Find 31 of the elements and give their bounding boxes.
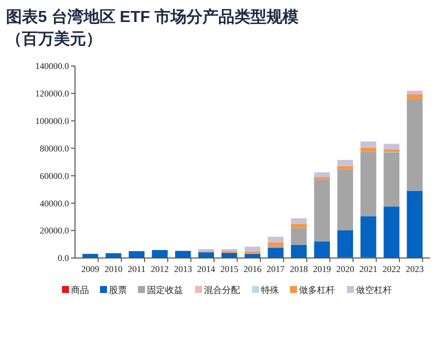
legend-label: 混合分配 xyxy=(204,285,240,295)
y-tick-label: 60000.0 xyxy=(40,170,70,181)
x-tick-label: 2019 xyxy=(313,264,332,274)
y-tick-label: 0.0 xyxy=(58,253,70,264)
x-tick-label: 2015 xyxy=(220,264,239,274)
x-tick-label: 2010 xyxy=(104,264,123,274)
x-tick-label: 2016 xyxy=(244,264,262,274)
legend-label: 做多杠杆 xyxy=(299,285,335,295)
legend-label: 股票 xyxy=(109,285,127,295)
chart-title: 图表5 台湾地区 ETF 市场分产品类型规模（百万美元） xyxy=(6,7,298,48)
legend-label: 商品 xyxy=(71,285,89,295)
y-tick-label: 140000.0 xyxy=(35,61,70,72)
y-tick-label: 80000.0 xyxy=(40,143,70,154)
x-tick-label: 2011 xyxy=(128,264,146,274)
x-tick-label: 2017 xyxy=(266,264,286,274)
y-tick-label: 20000.0 xyxy=(40,226,70,236)
x-tick-label: 2021 xyxy=(359,264,378,274)
legend-label: 做空杠杆 xyxy=(356,285,392,295)
legend-label: 固定收益 xyxy=(147,285,183,295)
x-tick-label: 2014 xyxy=(197,264,216,274)
y-tick-label: 40000.0 xyxy=(40,198,70,208)
x-tick-label: 2012 xyxy=(150,264,169,274)
x-tick-label: 2020 xyxy=(336,264,355,274)
x-tick-label: 2009 xyxy=(81,264,100,274)
y-tick-label: 120000.0 xyxy=(35,88,70,99)
legend-label: 特殊 xyxy=(261,285,279,295)
x-tick-label: 2023 xyxy=(406,264,424,274)
y-tick-label: 100000.0 xyxy=(35,116,70,126)
x-tick-label: 2013 xyxy=(174,264,192,274)
x-tick-label: 2018 xyxy=(290,264,308,274)
x-tick-label: 2022 xyxy=(382,264,401,274)
